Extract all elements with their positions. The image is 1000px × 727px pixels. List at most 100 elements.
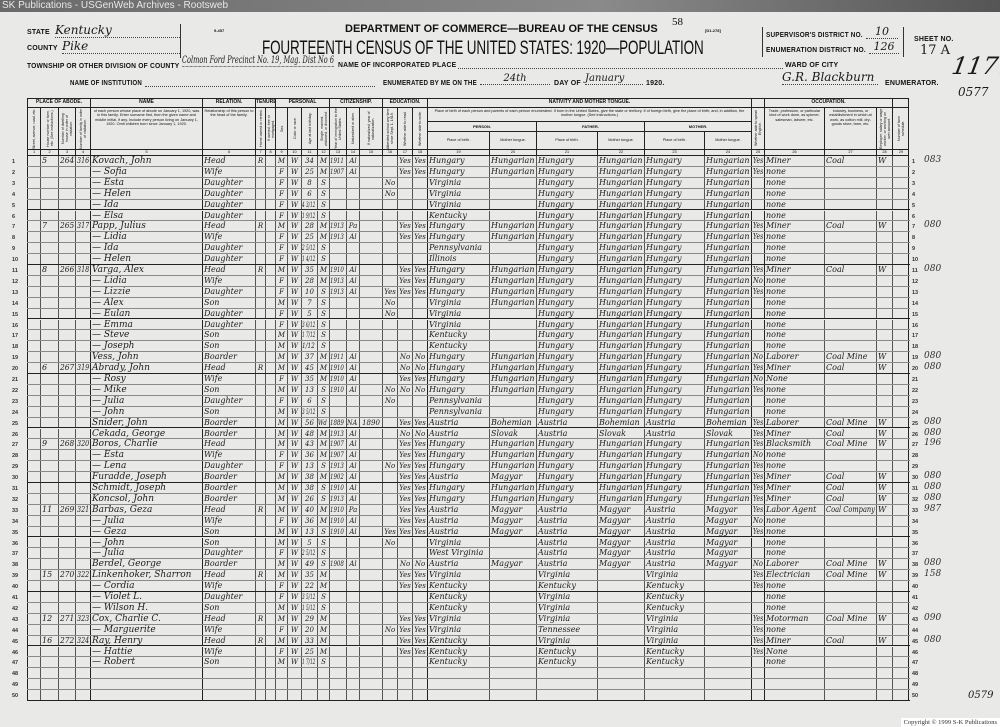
cell-text: Kentucky xyxy=(429,330,467,340)
cell-text: none xyxy=(766,592,786,601)
cell-col-26: none xyxy=(764,254,824,264)
cell-col-25 xyxy=(751,254,764,264)
cell-col-20: Hungarian xyxy=(489,297,536,308)
cell-col-11: 25 xyxy=(301,646,317,657)
cell-col-13: 1911 xyxy=(329,352,346,363)
column-header-22: Mother tongue. xyxy=(597,132,644,150)
department-heading: DEPARTMENT OF COMMERCE—BUREAU OF THE CEN… xyxy=(345,23,658,35)
cell-text: none xyxy=(766,341,786,351)
cell-col-17: Yes xyxy=(397,417,412,428)
cell-text: Austria xyxy=(538,428,568,438)
cell-text: F xyxy=(279,287,284,296)
cell-col-4 xyxy=(75,483,90,493)
cell-col-8 xyxy=(265,690,275,700)
cell-col-27 xyxy=(824,526,876,537)
cell-col-6: Son xyxy=(202,602,255,613)
cell-col-12: M xyxy=(317,624,329,635)
cell-text: Hungarian xyxy=(491,450,535,460)
cell-col-27: Coal Mine xyxy=(824,613,876,624)
cell-text: W xyxy=(290,593,299,601)
cell-col-27 xyxy=(824,341,876,352)
cell-col-23: Hungary xyxy=(644,232,704,243)
cell-col-22: Hungarian xyxy=(597,472,644,482)
cell-col-14: Pa xyxy=(346,504,359,515)
column-number-10: 10 xyxy=(287,150,301,156)
cell-text: W xyxy=(290,320,299,329)
cell-col-16 xyxy=(382,646,397,657)
cell-col-22 xyxy=(597,635,644,646)
column-header-text: Whether able to speak English. xyxy=(754,110,762,147)
cell-col-9: F xyxy=(275,319,287,330)
cell-col-16 xyxy=(382,243,397,254)
cell-col-23: Austria xyxy=(644,548,704,559)
cell-text: Hungary xyxy=(538,297,574,307)
cell-text: Kentucky xyxy=(429,602,467,612)
table-row: — Helen Daughter F W 6 S No Virginia Hungary Hung… xyxy=(27,188,910,200)
cell-col-24 xyxy=(704,690,751,700)
cell-col-17 xyxy=(397,537,412,548)
cell-text: 49 xyxy=(305,560,314,569)
cell-text: 1913 xyxy=(330,429,344,438)
cell-text: Hungarian xyxy=(706,330,750,340)
table-row: 9 268 320 Boros, Charlie Head M W 43 M 1907 Al Yes Y… xyxy=(27,439,910,451)
cell-text: Hungarian xyxy=(599,395,643,405)
cell-col-6: Boarder xyxy=(202,352,255,363)
cell-col-19: Virginia xyxy=(427,624,489,635)
cell-col-1 xyxy=(27,548,40,559)
cell-text: Hungarian xyxy=(599,374,643,383)
cell-col-7 xyxy=(255,428,265,439)
cell-col-5: Abrady, John xyxy=(90,363,202,373)
cell-col-24 xyxy=(704,581,751,591)
cell-text: Hungary xyxy=(429,483,465,492)
column-header-text: Attended school any time since Sept. 1, … xyxy=(386,108,394,149)
cell-text: Yes xyxy=(753,439,764,449)
row-number-right: 23 xyxy=(912,398,919,405)
cell-col-6: Son xyxy=(202,526,255,537)
cell-text: W xyxy=(290,233,299,242)
cell-text: W xyxy=(290,298,299,307)
cell-col-25: Yes xyxy=(751,526,764,537)
cell-text: 1 5/12 xyxy=(302,603,316,612)
cell-text: Kentucky xyxy=(646,646,684,656)
cell-text: M xyxy=(319,473,328,482)
cell-col-23: Kentucky xyxy=(644,646,704,657)
cell-text: M xyxy=(319,375,328,383)
cell-col-24: Magyar xyxy=(704,504,751,515)
cell-col-9 xyxy=(275,668,287,679)
cell-col-10: W xyxy=(287,450,301,461)
cell-text: Hungary xyxy=(646,450,682,460)
cell-text: Hungary xyxy=(538,406,574,416)
cell-text: Yes xyxy=(414,494,426,503)
cell-col-9: M xyxy=(275,439,287,450)
cell-col-12: S xyxy=(317,461,329,472)
cell-col-15 xyxy=(359,679,382,690)
cell-text: No xyxy=(384,625,396,634)
cell-col-6: Daughter xyxy=(202,199,255,210)
cell-col-10: W xyxy=(287,439,301,450)
cell-col-27 xyxy=(824,602,876,613)
cell-col-28 xyxy=(876,515,892,526)
cell-col-16: No xyxy=(382,188,397,199)
cell-text: Miner xyxy=(766,428,791,438)
cell-col-26: none xyxy=(764,581,824,591)
cell-text: M xyxy=(277,418,286,427)
cell-col-16 xyxy=(382,374,397,384)
cell-col-15 xyxy=(359,177,382,188)
cell-col-27: Coal Mine xyxy=(824,559,876,570)
cell-col-3: 272 xyxy=(58,635,75,646)
cell-col-25: Yes xyxy=(751,286,764,297)
row-number-right: 3 xyxy=(912,180,916,187)
cell-col-18 xyxy=(412,668,427,679)
cell-text: Hungarian xyxy=(706,243,750,253)
cell-text: Son xyxy=(204,526,220,536)
column-header-text: Color or race. xyxy=(292,117,297,140)
cell-text: Hungary xyxy=(538,188,574,198)
cell-col-18 xyxy=(412,297,427,308)
cell-text: Varga, Alex xyxy=(92,265,144,275)
cell-col-28 xyxy=(876,450,892,461)
cell-col-3 xyxy=(58,384,75,395)
cell-col-22: Magyar xyxy=(597,526,644,537)
cell-col-3 xyxy=(58,308,75,319)
cell-col-8 xyxy=(265,406,275,417)
cell-col-6: Boarder xyxy=(202,559,255,570)
